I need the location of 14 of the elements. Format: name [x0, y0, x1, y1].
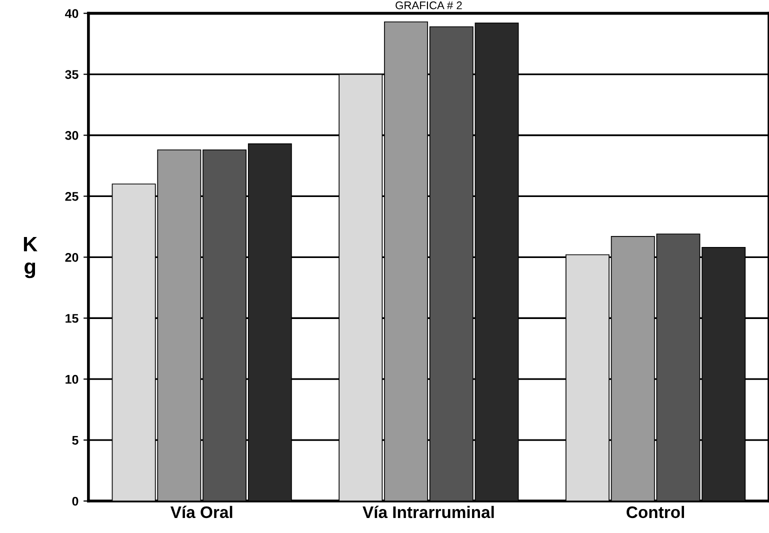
x-tick-label: Control — [626, 506, 684, 518]
y-tick-label: 30 — [65, 131, 78, 140]
y-tick-label: 35 — [65, 70, 78, 79]
y-tick-label: 0 — [72, 496, 78, 506]
y-tick-label: 40 — [65, 9, 78, 18]
chart-title: GRAFICA # 2 — [396, 1, 462, 10]
y-tick-label: 15 — [66, 314, 78, 323]
y-tick-label: 5 — [72, 436, 78, 445]
y-tick-label: 25 — [65, 192, 78, 201]
y-tick-label: 20 — [65, 252, 78, 262]
x-tick-label: Vía Intrarruminal — [362, 506, 494, 518]
y-tick-label: 10 — [66, 374, 78, 384]
y-axis-title: K g — [24, 236, 38, 278]
x-tick-label: Vía Oral — [170, 506, 232, 518]
